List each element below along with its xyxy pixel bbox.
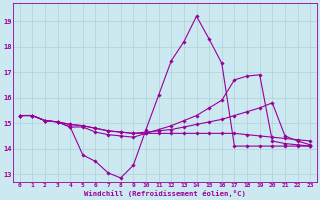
X-axis label: Windchill (Refroidissement éolien,°C): Windchill (Refroidissement éolien,°C) bbox=[84, 190, 246, 197]
